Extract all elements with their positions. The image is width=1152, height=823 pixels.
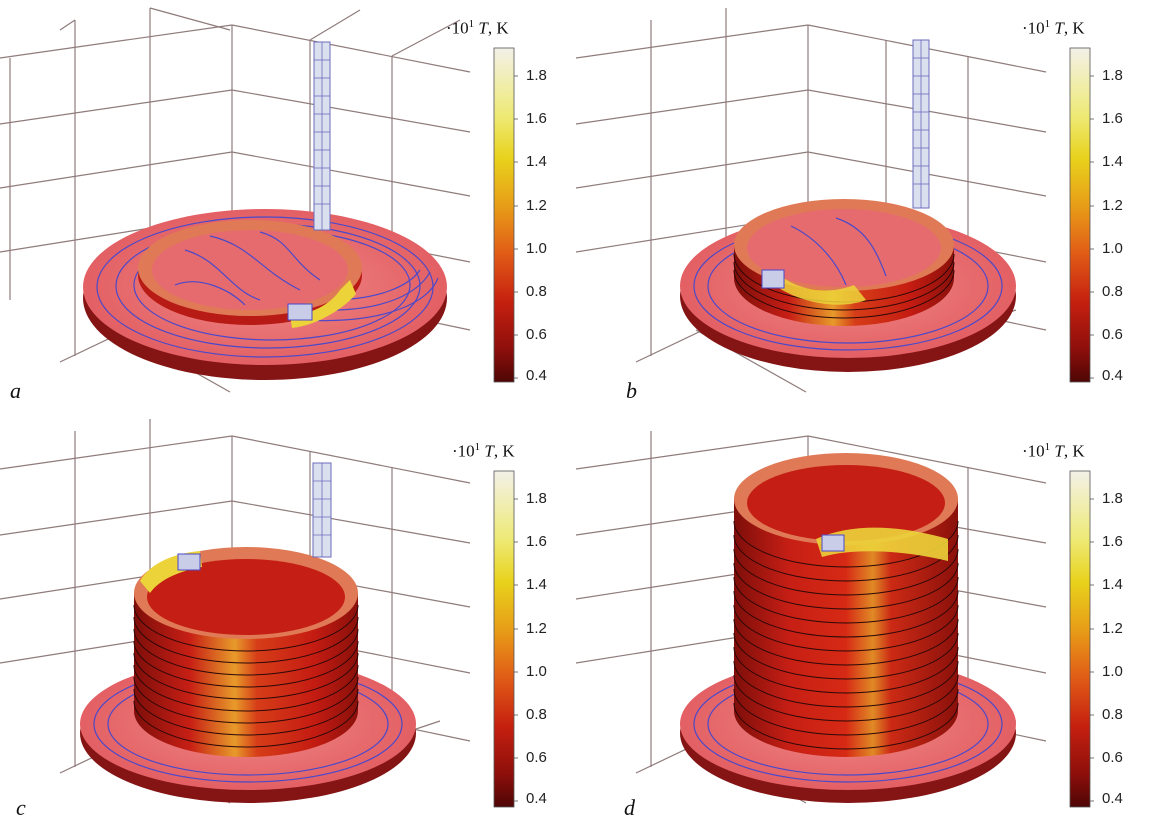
tick-label: 0.6 — [526, 749, 547, 766]
panel-label: d — [624, 795, 635, 820]
tick-label: 1.4 — [1102, 153, 1123, 170]
ring-inner-floor — [152, 230, 348, 310]
tick-label: 1.4 — [526, 576, 547, 593]
panel-a-graphic — [0, 7, 518, 393]
wall-layers — [733, 520, 959, 750]
colorbar-unit: ·101 T, K — [452, 441, 515, 461]
tick-label: 0.4 — [1102, 790, 1123, 807]
tick-label: 0.6 — [1102, 326, 1123, 343]
deposition-head — [287, 303, 313, 321]
tick-label: 1.0 — [526, 663, 547, 680]
feed-column — [313, 41, 331, 231]
colorbar — [493, 470, 515, 808]
tick-label: 1.6 — [1102, 110, 1123, 127]
hot-spot — [816, 527, 948, 561]
colorbar-unit: ·101 T, K — [446, 18, 509, 38]
tick-label: 1.8 — [526, 67, 547, 84]
tick-label: 0.6 — [526, 326, 547, 343]
wall-layers — [133, 604, 359, 748]
tick-label: 1.0 — [1102, 663, 1123, 680]
colorbar-unit: ·101 T, K — [1022, 441, 1085, 461]
tick-label: 1.2 — [526, 620, 547, 637]
tick-label: 1.8 — [1102, 490, 1123, 507]
tick-label: 0.6 — [1102, 749, 1123, 766]
tick-label: 1.4 — [1102, 576, 1123, 593]
panel-b-graphic — [576, 8, 1094, 393]
panel-label: c — [16, 795, 26, 820]
panel-b: ·101 T, K 1.8 1.6 1.4 1.2 1.0 0.8 0.6 0.… — [576, 0, 1152, 411]
tick-label: 0.4 — [526, 790, 547, 807]
colorbar — [493, 47, 515, 383]
tick-label: 1.0 — [526, 240, 547, 257]
tick-label: 1.6 — [526, 533, 547, 550]
feed-column — [912, 39, 930, 209]
hot-spot — [764, 270, 866, 305]
ring-inner — [147, 559, 345, 635]
inner-contours — [790, 217, 887, 286]
colorbar-unit: ·101 T, K — [1022, 18, 1085, 38]
tick-label: 1.0 — [1102, 240, 1123, 257]
tick-label: 1.2 — [1102, 620, 1123, 637]
tick-label: 0.4 — [1102, 367, 1123, 384]
panel-a: ·101 T, K 1.8 1.6 1.4 1.2 1.0 0.8 0.6 0.… — [0, 0, 576, 411]
panel-c: ·101 T, K 1.8 1.6 1.4 1.2 1.0 0.8 0.6 0.… — [0, 411, 576, 822]
tick-label: 0.8 — [1102, 706, 1123, 723]
colorbar — [1069, 470, 1091, 808]
tick-label: 0.8 — [526, 706, 547, 723]
tick-label: 0.4 — [526, 367, 547, 384]
tick-label: 1.8 — [526, 490, 547, 507]
inner-contours — [174, 231, 321, 306]
panel-c-graphic — [0, 419, 518, 808]
deposition-head — [821, 534, 845, 552]
tick-label: 1.8 — [1102, 67, 1123, 84]
panel-label: b — [626, 378, 637, 403]
tick-label: 1.6 — [526, 110, 547, 127]
panel-d: ·101 T, K 1.8 1.6 1.4 1.2 1.0 0.8 0.6 0.… — [576, 411, 1152, 822]
deposition-head — [177, 553, 201, 571]
colorbar — [1069, 47, 1091, 383]
cylinder-wall — [734, 499, 958, 757]
tick-label: 0.8 — [526, 283, 547, 300]
deposition-head — [761, 269, 785, 289]
tick-label: 1.2 — [1102, 197, 1123, 214]
tick-label: 1.4 — [526, 153, 547, 170]
ring-inner — [747, 465, 945, 541]
panel-label: a — [10, 378, 21, 403]
tick-label: 1.6 — [1102, 533, 1123, 550]
tick-label: 0.8 — [1102, 283, 1123, 300]
feed-column — [312, 462, 332, 558]
tick-label: 1.2 — [526, 197, 547, 214]
panel-d-graphic — [576, 431, 1094, 808]
